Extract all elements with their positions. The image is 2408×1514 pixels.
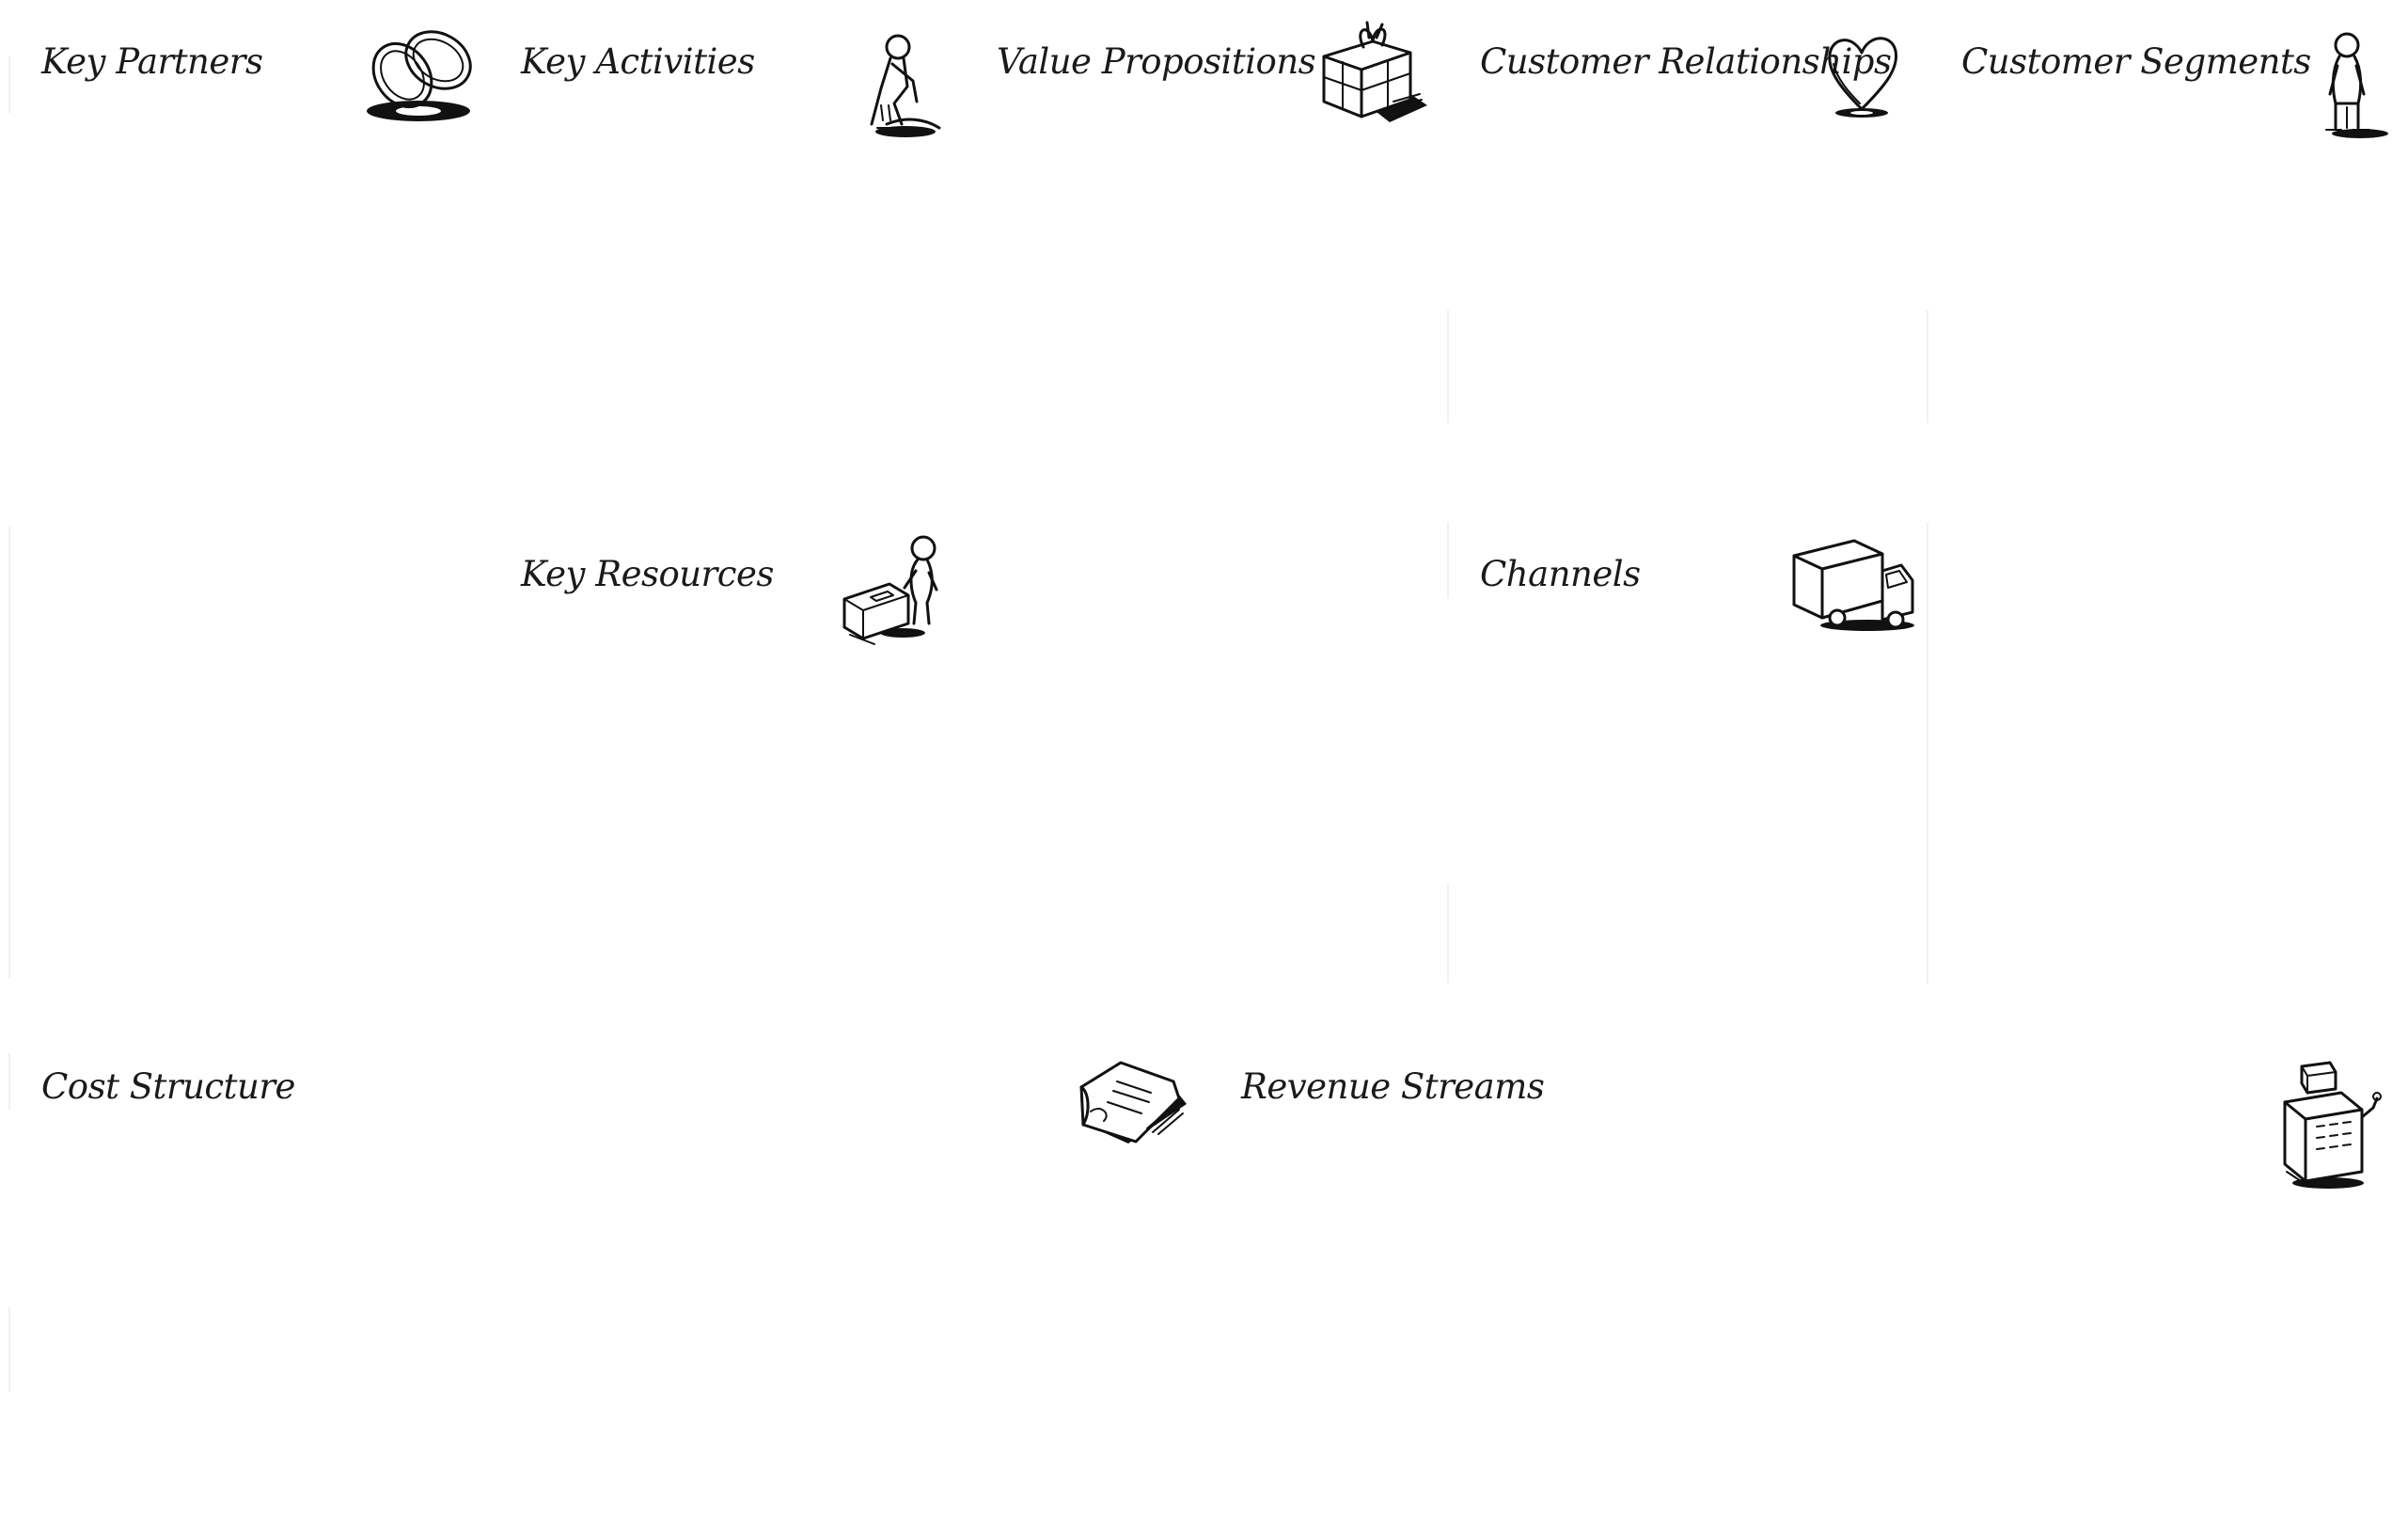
cost-structure-block[interactable]: Cost Structure — [9, 1025, 1194, 1505]
standing-person-icon — [2317, 28, 2396, 141]
key-resources-block[interactable]: Key Resources — [489, 522, 959, 983]
divider-left-top — [8, 56, 10, 113]
cost-structure-title: Cost Structure — [41, 1066, 295, 1107]
revenue-streams-block[interactable]: Revenue Streams — [1213, 1025, 2398, 1505]
delivery-truck-icon — [1788, 533, 1920, 637]
key-resources-title: Key Resources — [521, 554, 774, 594]
channels-block[interactable]: Channels — [1448, 522, 1918, 983]
divider-bottom-left — [8, 1053, 10, 1110]
divider-cs-right — [1927, 523, 1928, 984]
value-propositions-title: Value Propositions — [997, 41, 1316, 82]
channels-title: Channels — [1480, 554, 1641, 594]
key-activities-title: Key Activities — [521, 41, 755, 82]
chain-links-icon — [357, 21, 480, 124]
key-partners-title: Key Partners — [41, 41, 263, 82]
divider-ch-lower — [1447, 884, 1449, 983]
divider-cr-lower — [1447, 310, 1449, 423]
customer-segments-block[interactable]: Customer Segments — [1928, 9, 2398, 983]
customer-relationships-block[interactable]: Customer Relationships — [1448, 9, 1918, 522]
kneeling-worker-icon — [849, 30, 952, 143]
gift-box-icon — [1316, 19, 1434, 127]
divider-cs-left — [1927, 310, 1928, 423]
worker-with-box-icon — [837, 533, 950, 646]
cash-register-icon — [2275, 1061, 2384, 1192]
divider-ch-upper — [1447, 523, 1449, 598]
heart-icon — [1824, 26, 1909, 120]
customer-relationships-title: Customer Relationships — [1480, 41, 1892, 82]
divider-bottom-left-low — [8, 1307, 10, 1392]
key-partners-block[interactable]: Key Partners — [9, 9, 480, 983]
divider-left-mid — [8, 527, 10, 978]
key-activities-block[interactable]: Key Activities — [489, 9, 959, 522]
price-tag-icon — [1062, 1055, 1194, 1159]
customer-segments-title: Customer Segments — [1961, 41, 2311, 82]
revenue-streams-title: Revenue Streams — [1241, 1066, 1545, 1107]
value-propositions-block[interactable]: Value Propositions — [968, 9, 1439, 983]
